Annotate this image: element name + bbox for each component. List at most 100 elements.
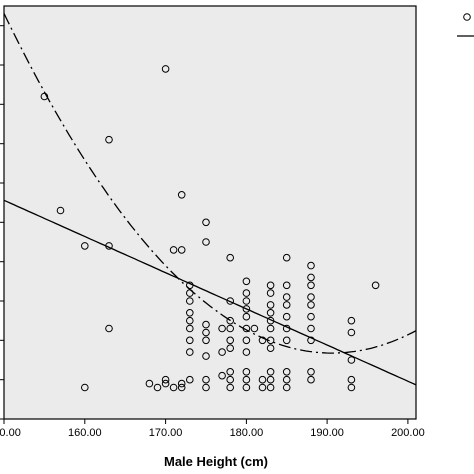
x-tick-label: 200.00 (391, 427, 425, 439)
data-point (347, 328, 356, 337)
data-point (218, 348, 226, 356)
data-point (202, 320, 210, 329)
data-point (202, 238, 210, 246)
data-point (161, 375, 170, 384)
data-point (242, 368, 251, 376)
data-point (226, 375, 234, 384)
data-point (169, 246, 178, 254)
data-point (202, 383, 210, 392)
data-point (161, 379, 170, 388)
data-point (226, 368, 234, 376)
data-point (186, 281, 194, 290)
data-point (177, 246, 186, 254)
data-point (242, 289, 251, 297)
data-point (258, 336, 267, 345)
data-point (186, 336, 194, 345)
data-point (177, 379, 186, 388)
data-point (218, 371, 226, 380)
data-point (307, 324, 315, 333)
data-point (186, 297, 194, 305)
quadratic-fit-line (4, 13, 416, 354)
data-point (105, 242, 113, 250)
data-point (266, 281, 275, 290)
data-point (177, 383, 186, 392)
data-point (186, 324, 194, 333)
data-point (307, 273, 315, 282)
data-point (307, 336, 315, 345)
data-point (226, 383, 234, 392)
data-point (242, 312, 251, 321)
data-point (186, 289, 194, 297)
data-point (282, 375, 291, 384)
data-point (266, 309, 275, 317)
data-point (202, 352, 210, 360)
data-point (145, 379, 154, 388)
data-point (307, 368, 315, 376)
data-point (266, 375, 275, 384)
legend (457, 13, 474, 37)
data-point (202, 375, 210, 384)
data-point (266, 344, 275, 353)
data-point (258, 375, 267, 384)
x-tick-label: 180.00 (230, 427, 264, 439)
data-point (307, 375, 315, 384)
x-tick-label: 150.00 (0, 427, 21, 439)
data-point (307, 261, 315, 270)
x-axis-title: Male Height (cm) (164, 454, 268, 469)
data-point (347, 383, 356, 392)
data-point (242, 297, 251, 305)
data-point (282, 383, 291, 392)
data-point (242, 324, 251, 333)
data-point (202, 336, 210, 345)
data-point (282, 312, 291, 321)
data-point (266, 324, 275, 333)
data-point (242, 336, 251, 345)
data-point (242, 305, 251, 313)
data-point (56, 206, 65, 215)
data-point (242, 383, 251, 392)
data-point (282, 301, 291, 309)
plot-frame (3, 5, 417, 420)
data-point (250, 324, 259, 333)
data-point (307, 312, 315, 321)
data-point (169, 383, 178, 392)
data-point (81, 383, 89, 392)
data-point (226, 253, 234, 262)
data-point (258, 383, 267, 392)
data-point (226, 336, 234, 345)
data-point (282, 293, 291, 301)
data-point (81, 242, 89, 250)
data-point (186, 348, 194, 356)
data-point (347, 375, 356, 384)
data-point (371, 281, 380, 290)
data-point (177, 191, 186, 199)
data-points (40, 65, 380, 392)
data-point (242, 348, 251, 356)
data-point (186, 309, 194, 317)
data-point (105, 135, 113, 144)
data-point (307, 293, 315, 301)
data-point (242, 277, 251, 286)
data-point (282, 324, 291, 333)
data-point (226, 316, 234, 325)
data-point (105, 324, 113, 333)
linear-fit-line (4, 199, 416, 386)
data-point (218, 324, 226, 333)
data-point (226, 324, 234, 333)
data-point (202, 328, 210, 337)
data-point (282, 336, 291, 345)
legend-marker (463, 13, 471, 21)
data-point (186, 375, 194, 384)
data-point (266, 301, 275, 309)
x-tick-label: 170.00 (149, 427, 183, 439)
fit-lines (4, 13, 416, 386)
plot-background (4, 6, 416, 419)
data-point (307, 301, 315, 309)
data-point (161, 65, 170, 73)
data-point (347, 356, 356, 364)
data-point (153, 383, 162, 392)
x-axis-ticks: 150.00 160.00 170.00 180.00 190.00 200.00 (0, 419, 425, 439)
data-point (282, 368, 291, 376)
data-point (266, 316, 275, 325)
